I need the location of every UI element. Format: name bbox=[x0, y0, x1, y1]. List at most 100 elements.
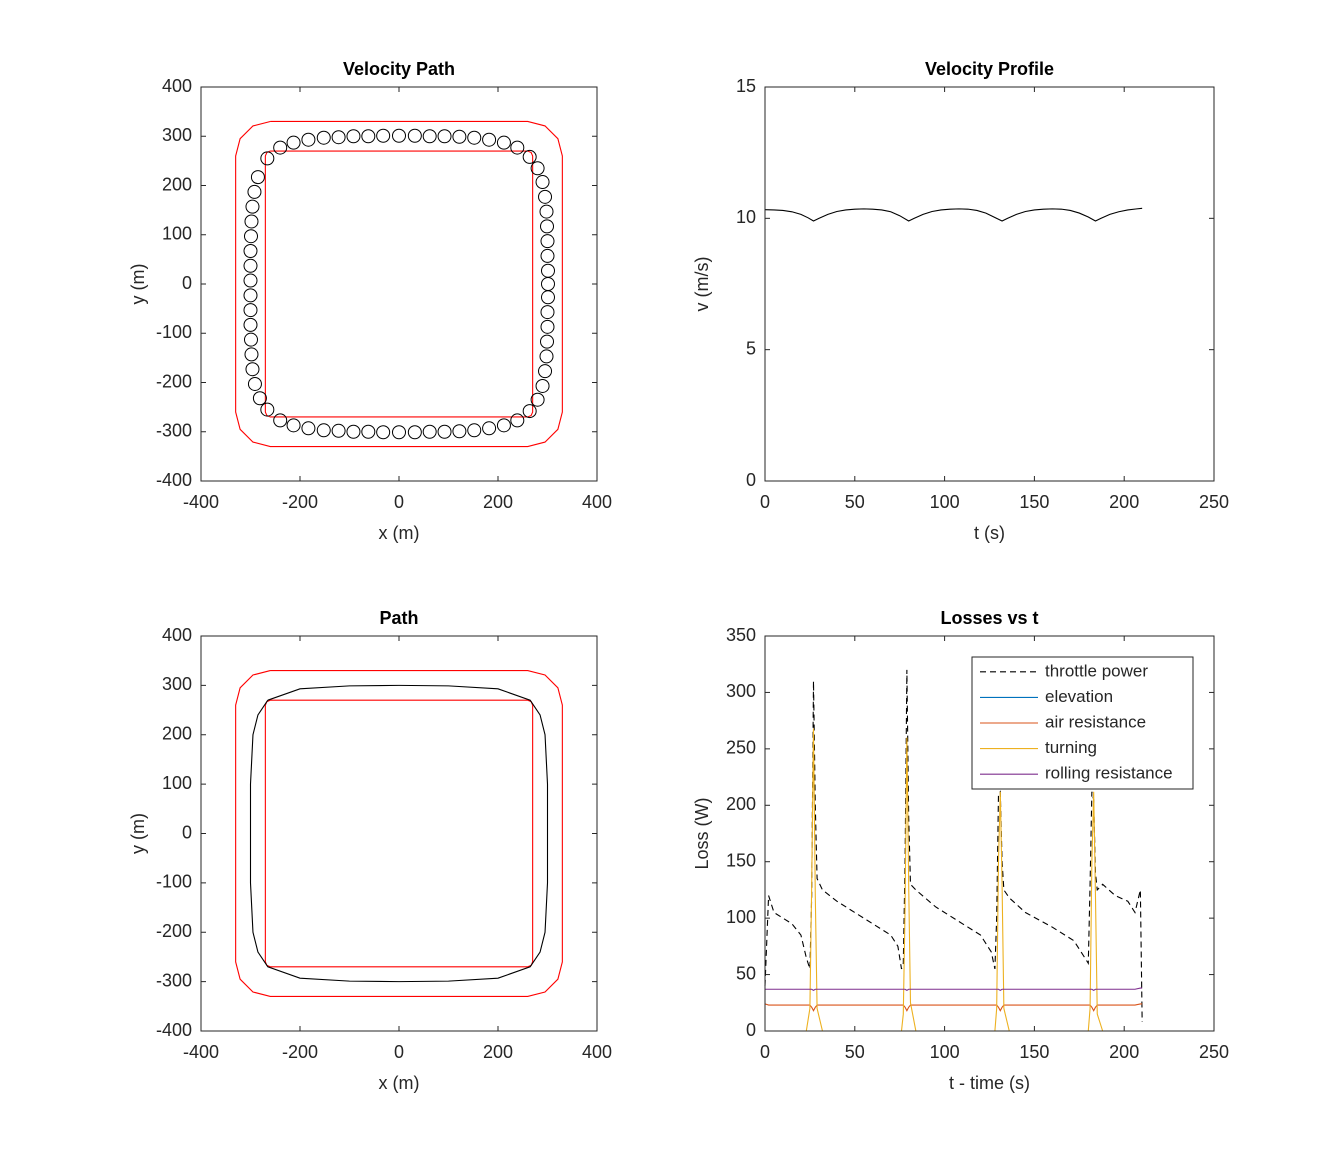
marker bbox=[260, 402, 275, 417]
y-tick-label: -400 bbox=[156, 1020, 192, 1040]
x-tick-label: 0 bbox=[760, 1042, 770, 1062]
x-tick-label: 400 bbox=[582, 492, 612, 512]
axes-box bbox=[764, 635, 1215, 1032]
marker bbox=[346, 424, 361, 439]
axes-box bbox=[200, 635, 598, 1032]
y-axis-label: y (m) bbox=[128, 264, 148, 305]
marker bbox=[250, 170, 265, 185]
y-tick-label: 0 bbox=[746, 1020, 756, 1040]
marker bbox=[331, 423, 346, 438]
marker bbox=[407, 425, 422, 440]
marker bbox=[361, 129, 376, 144]
marker bbox=[243, 273, 258, 288]
marker bbox=[538, 189, 553, 204]
y-tick-label: 200 bbox=[162, 174, 192, 194]
plot-area bbox=[765, 87, 1214, 481]
x-tick-label: 200 bbox=[1109, 492, 1139, 512]
series-line bbox=[765, 987, 1143, 992]
axes-box bbox=[200, 86, 598, 482]
marker bbox=[243, 332, 258, 347]
y-tick-label: 300 bbox=[162, 125, 192, 145]
marker bbox=[243, 303, 258, 318]
marker bbox=[530, 392, 545, 407]
x-tick-label: 150 bbox=[1019, 1042, 1049, 1062]
axes-box bbox=[764, 86, 1215, 482]
marker bbox=[437, 129, 452, 144]
marker bbox=[316, 423, 331, 438]
y-tick-label: 50 bbox=[736, 963, 756, 983]
x-tick-label: 400 bbox=[582, 1042, 612, 1062]
marker bbox=[244, 347, 259, 362]
marker bbox=[245, 362, 260, 377]
marker bbox=[392, 128, 406, 143]
plot-area bbox=[201, 636, 597, 1031]
chart-title: Losses vs t bbox=[940, 608, 1038, 628]
y-tick-label: -400 bbox=[156, 470, 192, 490]
marker bbox=[243, 244, 258, 259]
marker bbox=[530, 161, 545, 176]
x-tick-label: 200 bbox=[1109, 1042, 1139, 1062]
y-tick-label: -200 bbox=[156, 921, 192, 941]
y-tick-label: 250 bbox=[726, 738, 756, 758]
y-tick-label: 200 bbox=[162, 724, 192, 744]
marker bbox=[331, 130, 346, 145]
y-tick-label: -300 bbox=[156, 970, 192, 990]
marker bbox=[407, 128, 422, 143]
x-tick-label: 0 bbox=[394, 492, 404, 512]
plot-area bbox=[201, 87, 597, 481]
y-tick-label: -300 bbox=[156, 421, 192, 441]
y-tick-label: -100 bbox=[156, 872, 192, 892]
y-axis-label: Loss (W) bbox=[692, 798, 712, 870]
chart-title: Velocity Profile bbox=[925, 59, 1054, 79]
marker bbox=[252, 391, 267, 406]
x-axis-label: t - time (s) bbox=[949, 1073, 1030, 1093]
y-tick-label: 300 bbox=[162, 674, 192, 694]
marker bbox=[243, 229, 258, 244]
y-tick-label: 100 bbox=[162, 224, 192, 244]
marker bbox=[467, 423, 482, 438]
x-tick-label: -400 bbox=[183, 492, 219, 512]
marker bbox=[422, 129, 437, 144]
marker bbox=[510, 140, 525, 155]
marker bbox=[273, 140, 288, 155]
marker bbox=[243, 317, 258, 332]
y-tick-label: 100 bbox=[726, 907, 756, 927]
marker bbox=[376, 425, 391, 440]
x-tick-label: 200 bbox=[483, 1042, 513, 1062]
marker bbox=[540, 248, 555, 263]
marker bbox=[539, 349, 554, 364]
x-tick-label: -200 bbox=[282, 492, 318, 512]
y-axis-label: v (m/s) bbox=[692, 257, 712, 312]
y-tick-label: 300 bbox=[726, 681, 756, 701]
y-tick-label: 400 bbox=[162, 625, 192, 645]
y-tick-label: 150 bbox=[726, 850, 756, 870]
marker bbox=[540, 319, 555, 334]
y-tick-label: 100 bbox=[162, 773, 192, 793]
series-line bbox=[764, 1003, 1143, 1012]
legend-label: rolling resistance bbox=[1045, 764, 1173, 783]
marker bbox=[535, 378, 550, 393]
x-tick-label: 200 bbox=[483, 492, 513, 512]
marker bbox=[243, 288, 258, 303]
y-tick-label: 0 bbox=[746, 470, 756, 490]
marker bbox=[422, 424, 437, 439]
series-line bbox=[764, 207, 1143, 222]
marker bbox=[260, 151, 275, 166]
series-line bbox=[235, 120, 563, 448]
marker bbox=[540, 290, 555, 305]
marker bbox=[522, 149, 537, 164]
series-line bbox=[249, 684, 549, 983]
y-tick-label: 10 bbox=[736, 207, 756, 227]
marker bbox=[496, 418, 511, 433]
y-tick-label: 200 bbox=[726, 794, 756, 814]
legend-label: throttle power bbox=[1045, 661, 1148, 680]
marker bbox=[247, 376, 262, 391]
y-tick-label: -100 bbox=[156, 322, 192, 342]
marker bbox=[535, 175, 550, 190]
x-tick-label: 50 bbox=[845, 1042, 865, 1062]
marker bbox=[301, 421, 316, 436]
marker bbox=[467, 130, 482, 145]
y-tick-label: 0 bbox=[182, 273, 192, 293]
marker bbox=[376, 128, 391, 143]
